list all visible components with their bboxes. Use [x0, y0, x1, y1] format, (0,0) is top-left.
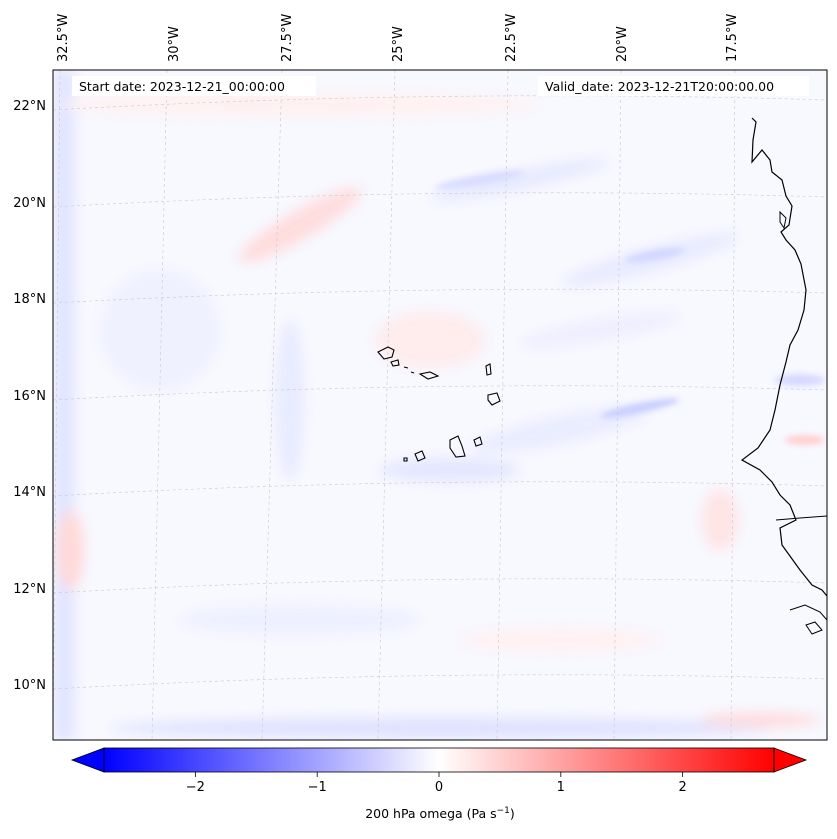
lat-label: 22°N — [13, 99, 46, 114]
coastline-inlet — [779, 210, 787, 230]
lat-label: 16°N — [13, 389, 46, 404]
coastline-bissagos — [789, 604, 827, 635]
colorbar-extend-min — [70, 747, 105, 773]
map-frame — [52, 69, 828, 741]
lon-label: 20°W — [615, 26, 630, 62]
colorbar-label-close: ) — [509, 806, 515, 822]
latitude-labels: 22°N 20°N 18°N 16°N 14°N 12°N 10°N — [13, 99, 46, 693]
lon-label: 25°W — [391, 26, 406, 62]
start-date-label: Start date: 2023-12-21_00:00:00 — [79, 79, 285, 94]
coastline — [740, 117, 827, 597]
valid-date-label: Valid_date: 2023-12-21T20:00:00.00 — [545, 79, 774, 94]
colorbar-label-text: 200 hPa omega (Pa s — [365, 806, 497, 822]
omega-field: Start date: 2023-12-21_00:00:00 Valid_da… — [53, 70, 827, 740]
colorbar-tick-label: −1 — [308, 780, 327, 795]
lat-label: 12°N — [13, 582, 46, 597]
start-date-box — [72, 76, 316, 96]
lon-label: 22.5°W — [504, 14, 519, 62]
graticule — [53, 70, 827, 740]
colorbar-tick-label: 1 — [557, 780, 565, 795]
lon-label: 27.5°W — [280, 14, 295, 62]
colorbar-tick-label: −2 — [186, 780, 205, 795]
colorbar-tick-label: 2 — [678, 780, 686, 795]
cabo-verde-islands — [377, 346, 501, 462]
colorbar-label: 200 hPa omega (Pa s−1) — [0, 806, 837, 821]
lon-label: 32.5°W — [56, 14, 71, 62]
coastline-gambia — [775, 515, 827, 521]
lat-label: 14°N — [13, 485, 46, 500]
colorbar-tick-label: 0 — [435, 780, 443, 795]
longitude-labels: 32.5°W 30°W 27.5°W 25°W 22.5°W 20°W 17.5… — [56, 14, 740, 62]
lon-label: 17.5°W — [725, 14, 740, 62]
colorbar-extend-max — [773, 747, 808, 773]
lat-label: 10°N — [13, 678, 46, 693]
lat-label: 18°N — [13, 292, 46, 307]
colorbar-label-exponent: −1 — [496, 806, 510, 816]
lat-label: 20°N — [13, 196, 46, 211]
valid-date-box — [538, 76, 809, 96]
colorbar-body — [104, 748, 774, 772]
colorbar-ticks: −2 −1 0 1 2 — [186, 772, 687, 795]
lon-label: 30°W — [167, 26, 182, 62]
colorbar: −2 −1 0 1 2 — [70, 747, 808, 795]
